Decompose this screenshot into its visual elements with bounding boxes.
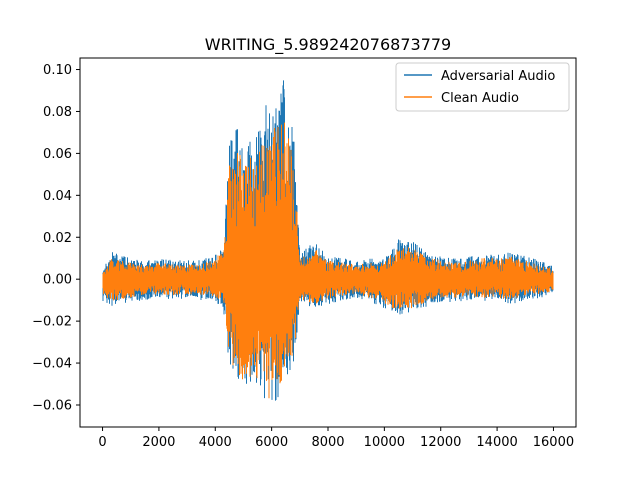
series-layer <box>102 80 554 401</box>
y-axis: −0.06 −0.04 −0.02 0.00 0.02 0.04 0.06 0.08 0.10 <box>32 63 80 413</box>
x-tick-label: 14000 <box>476 435 517 450</box>
x-tick-label: 10000 <box>364 435 405 450</box>
y-tick-label: −0.02 <box>32 315 72 330</box>
x-tick-label: 6000 <box>255 435 288 450</box>
y-tick-label: 0.06 <box>43 147 72 162</box>
plot-area: 0 2000 4000 6000 8000 10000 12000 14000 16000 −0… <box>32 57 577 450</box>
legend: Adversarial Audio Clean Audio <box>395 62 570 112</box>
plot-frame <box>79 57 577 428</box>
y-tick-label: 0.00 <box>43 273 72 288</box>
x-tick-label: 12000 <box>420 435 461 450</box>
x-axis: 0 2000 4000 6000 8000 10000 12000 14000 16000 <box>98 427 574 450</box>
x-tick-label: 4000 <box>199 435 232 450</box>
legend-box <box>395 62 570 112</box>
x-tick-label: 2000 <box>142 435 175 450</box>
x-tick-label: 0 <box>98 435 106 450</box>
y-tick-label: 0.08 <box>43 105 72 120</box>
x-tick-label: 8000 <box>311 435 344 450</box>
y-tick-label: −0.06 <box>32 398 72 413</box>
legend-label-adversarial: Adversarial Audio <box>441 69 555 84</box>
chart-title: WRITING_5.989242076873779 <box>205 35 451 55</box>
y-tick-label: 0.04 <box>43 189 72 204</box>
x-tick-label: 16000 <box>533 435 574 450</box>
y-tick-label: 0.10 <box>43 63 72 78</box>
y-tick-label: 0.02 <box>43 231 72 246</box>
y-tick-label: −0.04 <box>32 357 72 372</box>
series-line-clean-audio <box>102 122 554 399</box>
legend-label-clean: Clean Audio <box>441 91 519 106</box>
